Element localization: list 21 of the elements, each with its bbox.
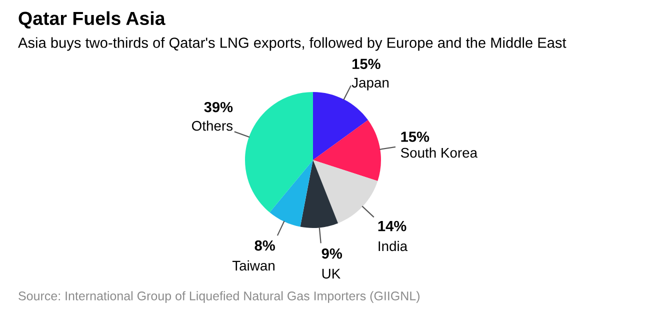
slice-label: Japan — [352, 78, 389, 90]
pie-slice — [313, 120, 381, 182]
slice-label: Taiwan — [232, 260, 274, 271]
chart-title: Qatar Fuels Asia — [18, 11, 166, 29]
slice-label: India — [378, 240, 408, 252]
slice-label: Others — [192, 120, 233, 131]
data-label: 9% — [322, 248, 342, 259]
chart-subtitle: Asia buys two-thirds of Qatar's LNG exports, followed by Europe and the Middle East — [18, 37, 566, 51]
source-note: Source: International Group of Liquefied Natural Gas Importers (GIIGNL) — [18, 291, 420, 303]
data-label: 8% — [254, 240, 275, 251]
pie-slice — [313, 92, 368, 160]
data-label: 15% — [401, 132, 430, 142]
pie-slice — [300, 160, 338, 228]
pie-slice — [245, 92, 313, 212]
data-label: 39% — [204, 102, 233, 112]
data-label: 15% — [352, 58, 380, 70]
pie-slice — [270, 160, 313, 227]
slice-label: UK — [322, 268, 340, 279]
slice-label: South Korea — [400, 148, 478, 158]
data-label: 14% — [378, 220, 406, 232]
pie-slice — [313, 160, 378, 224]
